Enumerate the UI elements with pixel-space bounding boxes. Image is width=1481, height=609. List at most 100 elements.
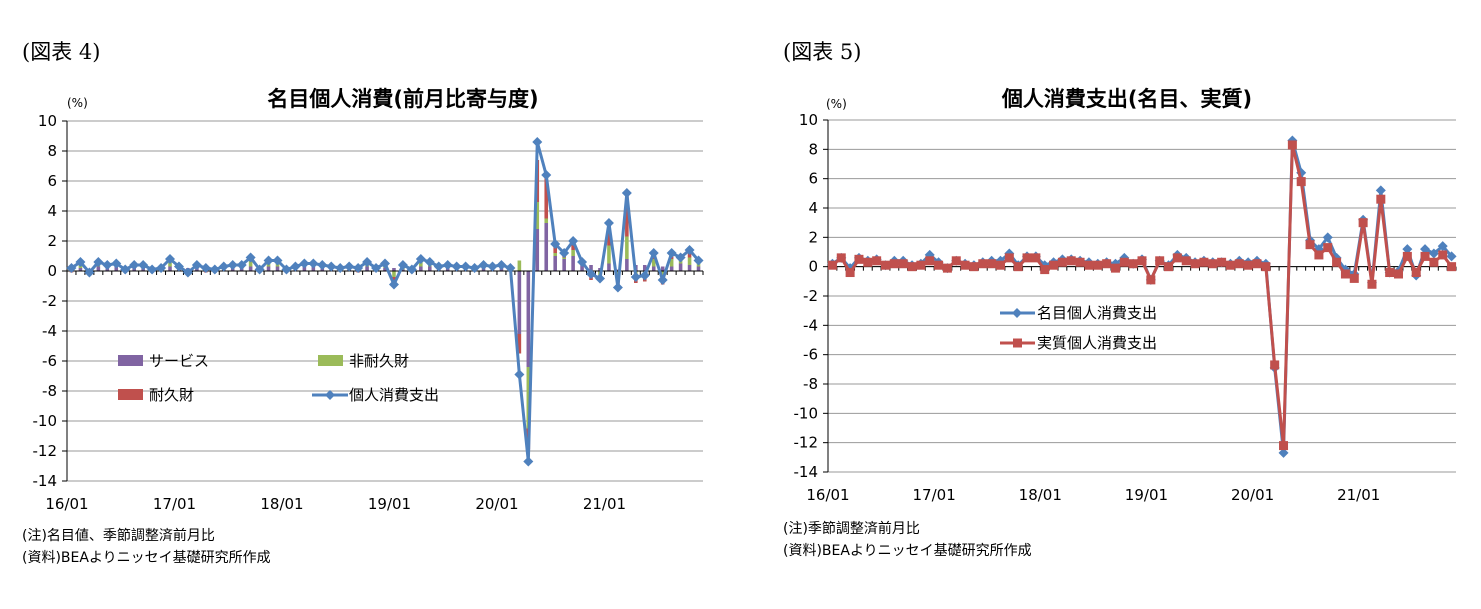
- bar-segment: [642, 265, 647, 271]
- y-tick-label: 4: [808, 199, 818, 217]
- bar-segment: [517, 260, 522, 271]
- data-point: [969, 262, 979, 272]
- data-point: [93, 257, 104, 267]
- legend-swatch: [118, 389, 143, 400]
- data-point: [353, 263, 364, 273]
- data-point: [639, 270, 650, 281]
- data-point: [496, 260, 507, 270]
- bar-segment: [526, 367, 531, 429]
- data-point: [1031, 253, 1041, 263]
- data-point: [1066, 256, 1076, 266]
- bar-segment: [607, 223, 611, 246]
- figure-label-right: (図表 5): [783, 40, 862, 64]
- data-point: [299, 258, 310, 269]
- bar-segment: [96, 266, 101, 271]
- data-point: [191, 260, 202, 270]
- x-tick-label: 16/01: [806, 486, 849, 504]
- data-point: [1375, 185, 1386, 196]
- data-point: [1402, 244, 1413, 255]
- data-point: [245, 252, 256, 263]
- x-tick-label: 21/01: [1337, 486, 1380, 504]
- data-point: [1022, 253, 1032, 263]
- bar-segment: [589, 265, 593, 271]
- bar-segment: [427, 266, 432, 271]
- data-point: [1367, 279, 1377, 289]
- note-right-0: (注)季節調整済前月比: [783, 521, 920, 537]
- data-point: [1252, 259, 1262, 269]
- data-point: [594, 273, 605, 284]
- bar-segment: [660, 266, 665, 271]
- data-point: [129, 260, 140, 270]
- notes-left: (注)名目値、季節調整済前月比 (資料)BEAよりニッセイ基礎研究所作成: [22, 525, 271, 569]
- y-tick-label: -12: [794, 434, 819, 452]
- bar-segment: [535, 202, 540, 229]
- data-point: [1225, 260, 1235, 270]
- x-tick-label: 19/01: [1125, 486, 1168, 504]
- bar-segment: [625, 193, 629, 237]
- data-point: [854, 254, 864, 264]
- figure-label-left: (図表 4): [22, 40, 101, 64]
- data-point: [1296, 177, 1306, 187]
- bar-segment: [419, 262, 423, 267]
- y-unit-label: (%): [67, 96, 88, 110]
- data-point: [451, 261, 462, 272]
- data-point: [272, 255, 283, 266]
- data-point: [1376, 194, 1386, 204]
- y-tick-label: 2: [47, 232, 57, 250]
- bar-segment: [651, 259, 656, 267]
- data-point: [380, 258, 390, 269]
- y-tick-label: 6: [47, 172, 57, 190]
- bar-segment: [687, 265, 692, 271]
- data-point: [308, 258, 319, 269]
- data-point: [1322, 232, 1333, 243]
- data-point: [326, 261, 337, 272]
- y-tick-label: 0: [808, 258, 818, 276]
- bar-segment: [571, 250, 575, 256]
- data-point: [469, 263, 480, 273]
- y-tick-label: -8: [42, 382, 57, 400]
- data-point: [1181, 256, 1191, 266]
- data-point: [942, 263, 952, 273]
- data-point: [1164, 262, 1174, 272]
- bar-segment: [678, 263, 683, 271]
- data-point: [424, 257, 435, 267]
- data-point: [433, 261, 444, 272]
- data-point: [586, 269, 597, 279]
- data-point: [1437, 241, 1448, 252]
- y-tick-label: -14: [33, 472, 58, 490]
- data-point: [550, 239, 561, 249]
- data-point: [648, 248, 659, 258]
- data-point: [263, 255, 274, 266]
- y-tick-label: 10: [799, 111, 818, 129]
- data-point: [218, 261, 229, 272]
- data-point: [1093, 260, 1103, 270]
- bar-segment: [580, 263, 584, 271]
- data-point: [1429, 257, 1439, 267]
- data-point: [1040, 265, 1050, 275]
- bar-segment: [275, 266, 280, 271]
- y-tick-label: -2: [803, 287, 818, 305]
- data-point: [209, 264, 220, 275]
- data-point: [1420, 251, 1430, 261]
- data-point: [603, 218, 614, 228]
- x-tick-label: 17/01: [913, 486, 956, 504]
- data-point: [1199, 257, 1209, 267]
- data-point: [541, 170, 552, 180]
- data-point: [442, 260, 453, 270]
- data-point: [281, 264, 292, 275]
- data-point: [254, 264, 265, 275]
- data-point: [388, 279, 399, 290]
- bar-segment: [669, 259, 674, 267]
- bar-segment: [607, 245, 611, 264]
- data-point: [1137, 256, 1147, 266]
- bar-segment: [535, 229, 540, 271]
- data-point: [863, 257, 873, 267]
- data-point: [1332, 257, 1342, 267]
- data-point: [487, 261, 498, 272]
- y-tick-label: 8: [808, 140, 818, 158]
- notes-right: (注)季節調整済前月比 (資料)BEAよりニッセイ基礎研究所作成: [783, 518, 1032, 562]
- data-point: [84, 267, 95, 278]
- bar-segment: [383, 268, 387, 271]
- data-point: [1102, 259, 1112, 269]
